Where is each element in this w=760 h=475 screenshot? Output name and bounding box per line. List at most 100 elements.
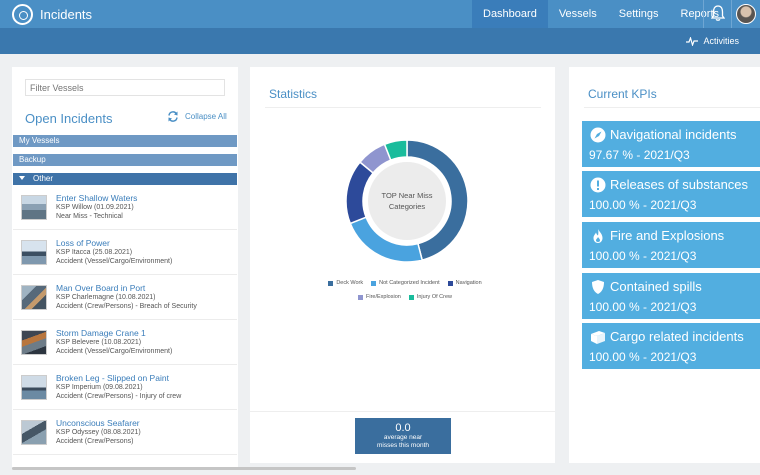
vessel-thumbnail xyxy=(21,240,47,265)
statistics-panel: Statistics TOP Near Miss Categories Deck… xyxy=(250,67,555,463)
filter-vessels-input[interactable] xyxy=(25,79,225,96)
collapse-all-button[interactable]: Collapse All xyxy=(167,111,227,122)
horizontal-scrollbar[interactable] xyxy=(12,467,356,470)
open-incidents-title: Open Incidents xyxy=(25,111,113,126)
kpi-value: 97.67 % - 2021/Q3 xyxy=(589,148,690,162)
app-title[interactable]: Incidents xyxy=(40,7,93,22)
fire-icon xyxy=(593,229,603,243)
group-my-vessels[interactable]: My Vessels xyxy=(13,135,237,147)
box-icon xyxy=(591,331,605,344)
activities-button[interactable]: Activities xyxy=(686,36,739,46)
legend-entry[interactable]: Navigation xyxy=(447,280,482,286)
kpi-value: 100.00 % - 2021/Q3 xyxy=(589,350,697,364)
list-item[interactable]: Storm Damage Crane 1 KSP Belevere (10.08… xyxy=(13,320,237,365)
legend-label: Injury Of Crew xyxy=(416,294,452,300)
legend-entry[interactable]: Injury Of Crew xyxy=(408,294,452,300)
list-item[interactable]: Loss of Power KSP Itacca (25.08.2021) Ac… xyxy=(13,230,237,275)
kpi-card-navigational[interactable]: Navigational incidents 97.67 % - 2021/Q3 xyxy=(582,121,760,167)
legend-swatch xyxy=(357,294,363,300)
vessel-thumbnail xyxy=(21,285,47,310)
incident-vessel: KSP Belevere (10.08.2021) xyxy=(56,339,142,346)
vessel-thumbnail xyxy=(21,330,47,355)
incident-vessel: KSP Charlemagne (10.08.2021) xyxy=(56,294,156,301)
average-near-misses-label-2: misses this month xyxy=(376,442,430,449)
compass-icon xyxy=(590,127,606,143)
main-nav: Dashboard Vessels Settings Reports xyxy=(472,0,730,28)
average-near-misses-value: 0.0 xyxy=(395,422,411,434)
legend-entry[interactable]: Fire/Explosion xyxy=(357,294,401,300)
kpi-value: 100.00 % - 2021/Q3 xyxy=(589,198,697,212)
kpi-name: Fire and Explosions xyxy=(610,228,725,243)
incident-title[interactable]: Storm Damage Crane 1 xyxy=(56,328,146,338)
legend-swatch xyxy=(328,280,334,286)
notifications-button[interactable] xyxy=(703,0,732,28)
divider xyxy=(584,107,760,108)
avatar[interactable] xyxy=(736,4,756,24)
open-incidents-panel: Open Incidents Collapse All My Vessels B… xyxy=(12,67,238,467)
caret-down-icon xyxy=(19,176,25,180)
legend-swatch xyxy=(408,294,414,300)
top-navbar: Incidents Dashboard Vessels Settings Rep… xyxy=(0,0,760,28)
nav-settings[interactable]: Settings xyxy=(618,8,659,20)
kpi-card-spills[interactable]: Contained spills 100.00 % - 2021/Q3 xyxy=(582,273,760,319)
donut-slice-injury-of-crew[interactable] xyxy=(383,139,408,162)
group-other[interactable]: Other xyxy=(13,173,237,185)
incident-category: Near Miss - Technical xyxy=(56,213,123,220)
list-item[interactable]: Enter Shallow Waters KSP Willow (01.09.2… xyxy=(13,185,237,230)
list-item[interactable]: Man Over Board in Port KSP Charlemagne (… xyxy=(13,275,237,320)
incident-list: Enter Shallow Waters KSP Willow (01.09.2… xyxy=(13,185,237,455)
list-item[interactable]: Unconscious Seafarer KSP Odyssey (08.08.… xyxy=(13,410,237,455)
kpi-name: Cargo related incidents xyxy=(610,329,744,344)
legend-entry[interactable]: Not Categorized Incident xyxy=(371,280,440,286)
legend-label: Fire/Explosion xyxy=(365,294,401,300)
vessel-thumbnail xyxy=(21,420,47,445)
incident-vessel: KSP Itacca (25.08.2021) xyxy=(56,249,133,256)
kpi-card-fire[interactable]: Fire and Explosions 100.00 % - 2021/Q3 xyxy=(582,222,760,268)
kpi-card-cargo[interactable]: Cargo related incidents 100.00 % - 2021/… xyxy=(582,323,760,369)
incident-vessel: KSP Willow (01.09.2021) xyxy=(56,204,134,211)
kpi-name: Releases of substances xyxy=(610,177,749,192)
current-kpis-panel: Current KPIs Navigational incidents 97.6… xyxy=(569,67,760,463)
nav-dashboard[interactable]: Dashboard xyxy=(472,0,548,28)
average-near-misses-box: 0.0 average near misses this month xyxy=(355,418,451,454)
pulse-icon xyxy=(686,36,699,46)
incident-title[interactable]: Enter Shallow Waters xyxy=(56,193,138,203)
divider xyxy=(250,411,555,412)
average-near-misses-label-1: average near xyxy=(383,434,423,441)
warning-icon xyxy=(590,177,606,193)
refresh-icon xyxy=(168,111,178,122)
collapse-all-label: Collapse All xyxy=(185,112,227,121)
kpis-title: Current KPIs xyxy=(588,87,657,101)
list-item[interactable]: Broken Leg - Slipped on Paint KSP Imperi… xyxy=(13,365,237,410)
nav-vessels[interactable]: Vessels xyxy=(558,8,597,20)
legend-label: Not Categorized Incident xyxy=(379,280,440,286)
incident-category: Accident (Crew/Persons) - Injury of crew xyxy=(56,393,182,400)
vessel-thumbnail xyxy=(21,375,47,400)
kpi-value: 100.00 % - 2021/Q3 xyxy=(589,300,697,314)
incident-title[interactable]: Man Over Board in Port xyxy=(56,283,146,293)
donut-center-label-2: Categories xyxy=(389,202,426,211)
divider xyxy=(265,107,541,108)
bell-icon xyxy=(711,5,725,21)
legend-entry[interactable]: Deck Work xyxy=(328,280,363,286)
legend-row: Deck Work Not Categorized Incident Navig… xyxy=(310,280,500,286)
logo-icon[interactable] xyxy=(12,4,33,25)
kpi-name: Contained spills xyxy=(610,279,702,294)
chart-legend: Deck Work Not Categorized Incident Navig… xyxy=(310,280,500,308)
incident-category: Accident (Crew/Persons) xyxy=(56,438,134,445)
incident-vessel: KSP Imperium (09.08.2021) xyxy=(56,384,143,391)
kpi-value: 100.00 % - 2021/Q3 xyxy=(589,249,697,263)
kpi-card-releases[interactable]: Releases of substances 100.00 % - 2021/Q… xyxy=(582,171,760,217)
incident-title[interactable]: Broken Leg - Slipped on Paint xyxy=(56,373,169,383)
incident-title[interactable]: Unconscious Seafarer xyxy=(56,418,140,428)
sub-toolbar: Activities xyxy=(0,28,760,54)
shield-icon xyxy=(592,280,604,294)
incident-category: Accident (Vessel/Cargo/Environment) xyxy=(56,348,173,355)
incident-title[interactable]: Loss of Power xyxy=(56,238,110,248)
vessel-thumbnail xyxy=(21,195,47,220)
nav-reports[interactable]: Reports xyxy=(680,8,720,20)
donut-center xyxy=(368,162,446,240)
group-backup[interactable]: Backup xyxy=(13,154,237,166)
incident-category: Accident (Vessel/Cargo/Environment) xyxy=(56,258,173,265)
activities-label: Activities xyxy=(703,36,739,46)
